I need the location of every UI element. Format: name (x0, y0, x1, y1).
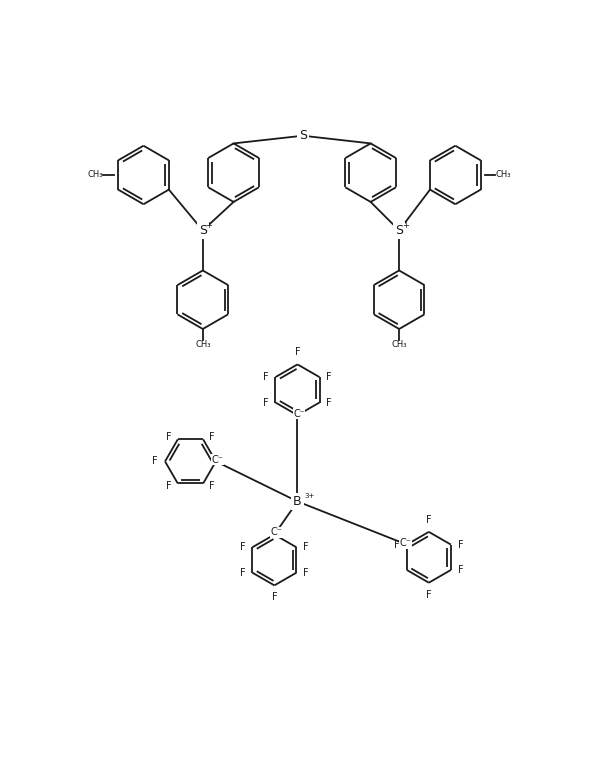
Text: F: F (240, 542, 245, 552)
Text: C⁻: C⁻ (293, 408, 305, 419)
Text: F: F (166, 481, 172, 491)
Text: F: F (263, 372, 268, 382)
Text: S: S (199, 224, 207, 237)
Text: F: F (209, 481, 215, 491)
Text: F: F (458, 565, 463, 575)
Text: CH₃: CH₃ (391, 340, 407, 349)
Text: F: F (304, 542, 309, 552)
Text: F: F (394, 540, 400, 549)
Text: F: F (263, 398, 268, 408)
Text: C⁻: C⁻ (271, 527, 283, 538)
Text: F: F (295, 348, 301, 357)
Text: C⁻: C⁻ (399, 538, 411, 548)
Text: 3+: 3+ (304, 493, 315, 499)
Text: F: F (426, 515, 432, 525)
Text: F: F (209, 432, 215, 442)
Text: F: F (166, 432, 172, 442)
Text: CH₃: CH₃ (88, 170, 103, 180)
Text: +: + (206, 220, 213, 230)
Text: CH₃: CH₃ (495, 170, 511, 180)
Text: S: S (395, 224, 403, 237)
Text: F: F (327, 398, 332, 408)
Text: S: S (299, 129, 307, 142)
Text: C⁻: C⁻ (211, 455, 223, 465)
Text: F: F (327, 372, 332, 382)
Text: F: F (240, 568, 245, 578)
Text: CH₃: CH₃ (195, 340, 210, 349)
Text: F: F (153, 457, 158, 467)
Text: +: + (402, 220, 409, 230)
Text: B: B (293, 495, 302, 508)
Text: F: F (271, 592, 277, 602)
Text: F: F (458, 540, 463, 549)
Text: F: F (304, 568, 309, 578)
Text: F: F (426, 590, 432, 600)
